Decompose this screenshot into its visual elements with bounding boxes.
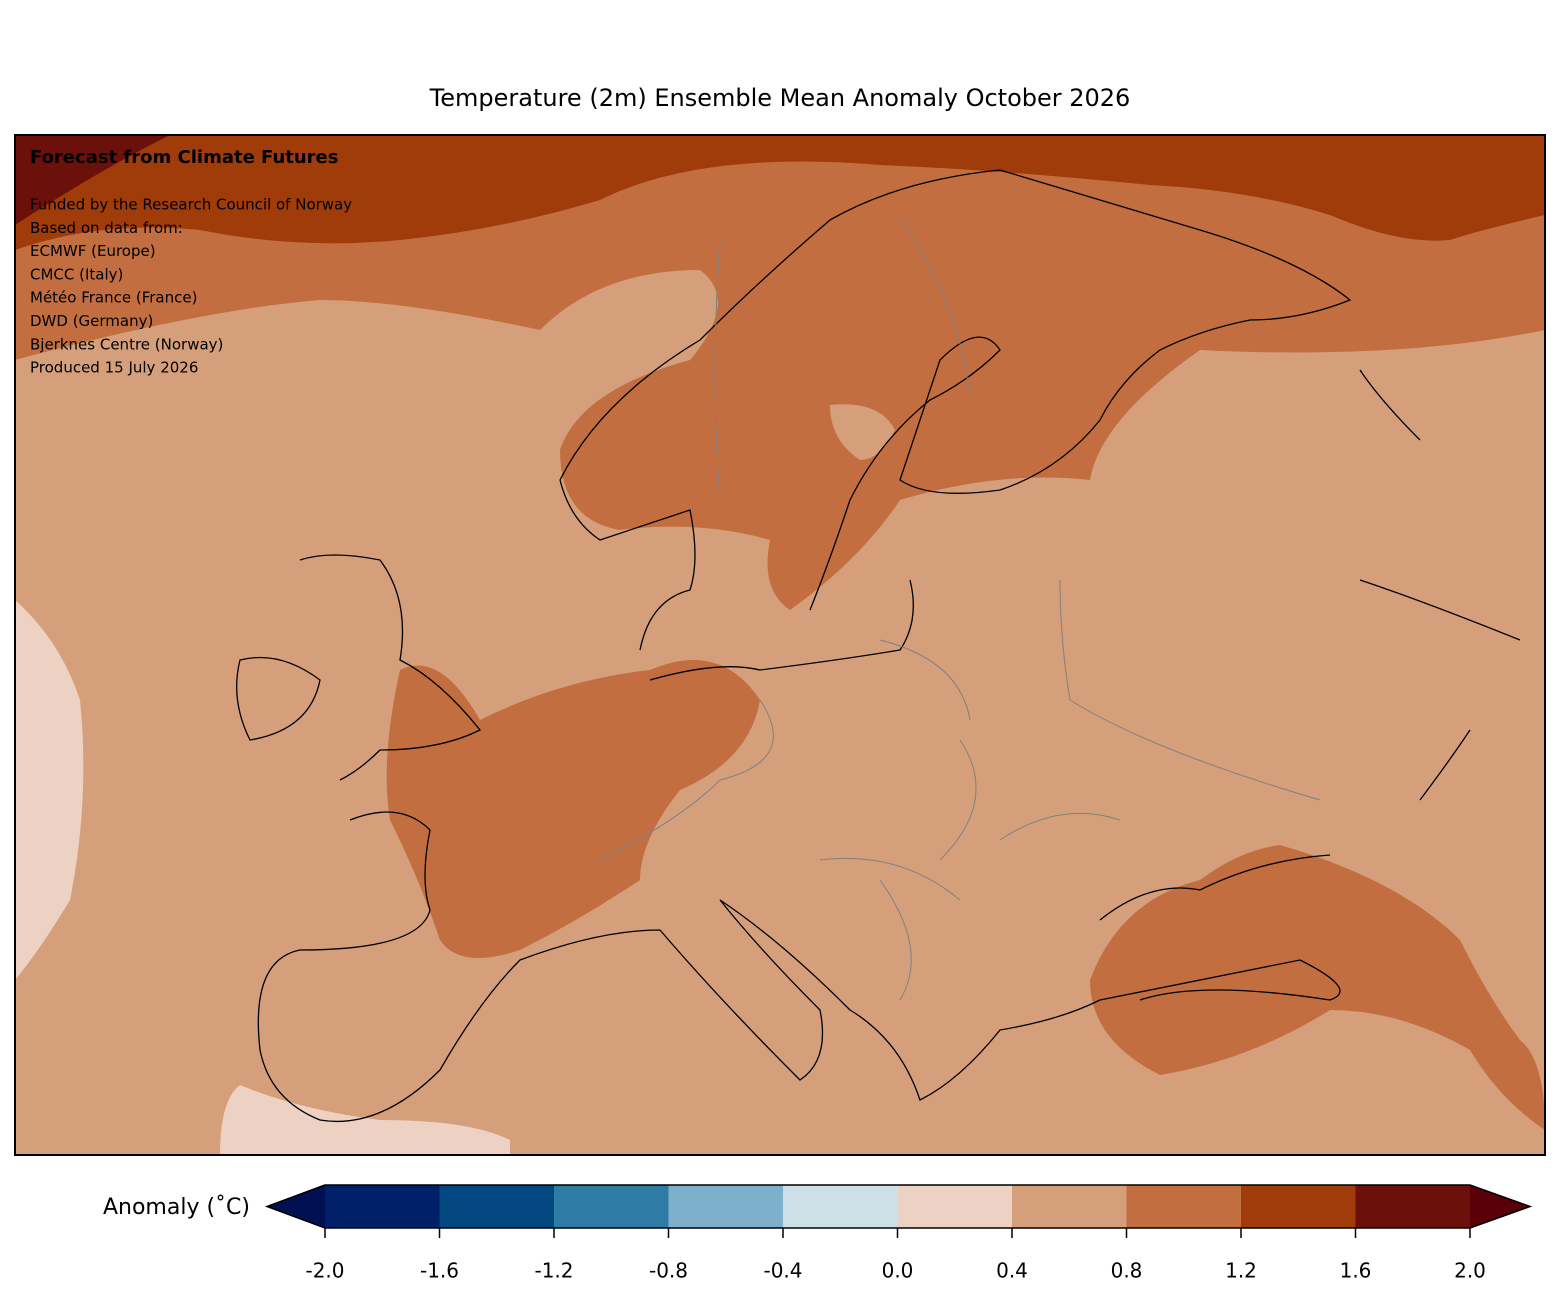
colorbar-tick-label: -1.2 (534, 1259, 573, 1283)
annotation-line: Bjerknes Centre (Norway) (30, 335, 223, 353)
warm-region (1090, 845, 1545, 1130)
colorbar: -2.0 -1.6 -1.2 -0.8 -0.4 0.0 0.4 0.8 1.2 1.6 2.0 (264, 1184, 1533, 1283)
hot-region (15, 135, 1545, 250)
colorbar-segment (1355, 1185, 1470, 1228)
colorbar-tick-label: 0.0 (882, 1259, 914, 1283)
colorbar-tick-label: 0.4 (996, 1259, 1028, 1283)
colorbar-extend-high (1470, 1185, 1530, 1228)
colorbar-tick-label: 1.2 (1225, 1259, 1257, 1283)
colorbar-extend-low (267, 1185, 325, 1228)
colorbar-tick-label: -0.4 (763, 1259, 802, 1283)
map-frame (14, 134, 1546, 1156)
annotation-line: Based on data from: (30, 219, 183, 237)
colorbar-tick-label: 2.0 (1454, 1259, 1486, 1283)
coastlines (236, 169, 1521, 1123)
warm-region (386, 660, 760, 958)
colorbar-segment (439, 1185, 554, 1228)
hottest-region (15, 135, 170, 225)
colorbar-segment (1012, 1185, 1127, 1228)
colorbar-tick-label: -1.6 (420, 1259, 459, 1283)
colorbar-segment (554, 1185, 669, 1228)
annotation-line: DWD (Germany) (30, 312, 153, 330)
colorbar-label: Anomaly (˚C) (103, 1195, 250, 1220)
mild-region (15, 600, 84, 980)
mild-region (220, 1085, 510, 1155)
annotation-line: CMCC (Italy) (30, 265, 123, 283)
warm-region (15, 135, 1545, 610)
colorbar-segment (1241, 1185, 1356, 1228)
annotation-heading: Forecast from Climate Futures (30, 147, 338, 168)
colorbar-tick-label: 1.6 (1340, 1259, 1372, 1283)
colorbar-tick-label: -0.8 (649, 1259, 688, 1283)
title: Temperature (2m) Ensemble Mean Anomaly O… (429, 84, 1131, 112)
annotation-line: Funded by the Research Council of Norway (30, 196, 352, 214)
colorbar-segment (783, 1185, 898, 1228)
colorbar-segment (1126, 1185, 1241, 1228)
annotation: Funded by the Research Council of Norway… (30, 196, 352, 377)
annotation-line: Produced 15 July 2026 (30, 359, 198, 377)
map (15, 135, 1545, 1155)
colorbar-segment (897, 1185, 1012, 1228)
borders (599, 219, 1321, 1001)
colorbar-segment (668, 1185, 783, 1228)
colorbar-tick-label: 0.8 (1111, 1259, 1143, 1283)
annotation-line: Météo France (France) (30, 289, 197, 307)
colorbar-segment (325, 1185, 440, 1228)
map-region (830, 404, 895, 460)
colorbar-tick-label: -2.0 (305, 1259, 344, 1283)
annotation-line: ECMWF (Europe) (30, 242, 156, 260)
